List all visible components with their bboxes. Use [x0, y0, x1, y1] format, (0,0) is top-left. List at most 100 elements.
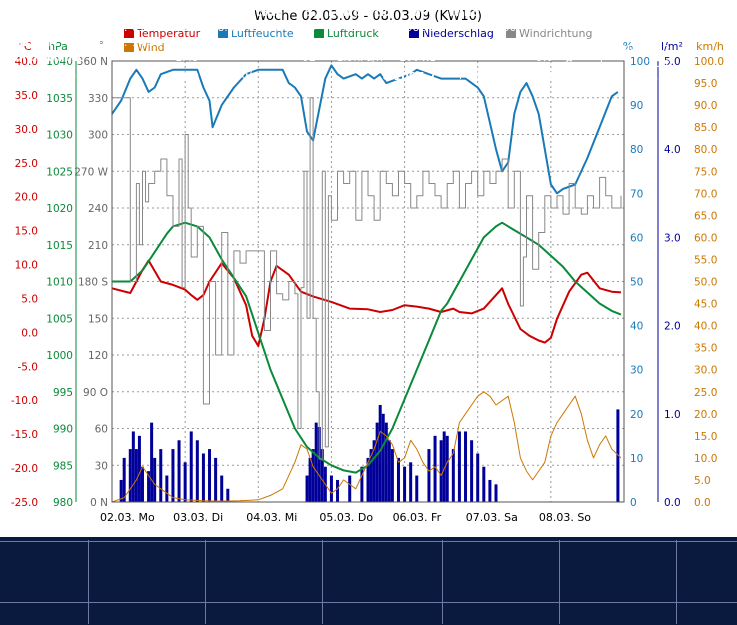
- legend-label: Windrichtung: [519, 27, 592, 40]
- temp-min-value: -2.8: [178, 22, 200, 34]
- rain-bar: [482, 466, 486, 502]
- rain-bar: [360, 466, 364, 502]
- rain-bar: [201, 453, 205, 502]
- tick-label: 10: [630, 453, 643, 465]
- rain-bar: [445, 435, 449, 502]
- rain-bar: [150, 422, 154, 502]
- tick-label: 120: [88, 350, 108, 362]
- rain-bar: [329, 475, 333, 502]
- pressure-header: Luftdruck: [328, 6, 388, 19]
- temp-max-date: 02.03.: [94, 37, 128, 49]
- tick-label: 30: [630, 365, 643, 377]
- tick-label: 10.0: [15, 260, 38, 272]
- tick-label: 60: [630, 232, 643, 244]
- series-line-wind: [111, 391, 622, 503]
- tick-label: 25.0: [694, 387, 717, 399]
- rain-bar: [378, 404, 382, 502]
- rain-bar: [415, 475, 419, 502]
- tick-label: 0 N: [90, 497, 108, 509]
- tick-label: 180 S: [78, 277, 108, 289]
- tick-label: 60.0: [694, 232, 717, 244]
- tick-label: 990: [53, 424, 73, 436]
- temp-min-time: 01:20: [132, 22, 163, 34]
- legend-swatch: [314, 29, 324, 38]
- rain-bar: [317, 427, 321, 502]
- rain-total-note: 30.2 l/m²: [569, 73, 617, 85]
- sensor-header: Sensor: [6, 6, 49, 19]
- tick-label: 360 N: [77, 56, 108, 68]
- gridlines: [112, 61, 624, 502]
- rain-bar: [366, 457, 370, 502]
- tick-label: -20.0: [11, 463, 38, 475]
- rain-bar: [433, 435, 437, 502]
- tick-label: 40: [630, 321, 643, 333]
- rain-bar: [208, 449, 212, 502]
- tick-label: 300: [88, 130, 108, 142]
- tick-label: 0: [630, 497, 637, 509]
- wind-avg-value: 9.0: [536, 52, 553, 64]
- tick-label: 1020: [46, 203, 73, 215]
- pressure-falling-icon: ⇓: [380, 70, 390, 83]
- rain-bar: [183, 462, 187, 502]
- rain-bar: [396, 457, 400, 502]
- x-tick-label: 08.03. So: [539, 511, 591, 524]
- temp-current-value: 3.9: [179, 70, 200, 83]
- rain-bar: [387, 440, 391, 502]
- min-label: MinWert: [6, 22, 57, 34]
- pres-min-date: 05.03.: [328, 22, 362, 34]
- tick-label: 80.0: [694, 144, 717, 156]
- tick-label: 150: [88, 313, 108, 325]
- tick-label: -5.0: [18, 361, 39, 373]
- tick-label: 1030: [46, 130, 73, 142]
- hum-min-time: 11:15: [249, 22, 280, 34]
- tick-label: 3.0: [664, 232, 681, 244]
- x-tick-label: 04.03. Mi: [246, 511, 297, 524]
- temp-max-value: 7.1: [182, 37, 199, 49]
- axis-unit: °: [98, 39, 104, 52]
- temperature-unit: °C: [185, 6, 199, 19]
- tick-label: 20.0: [15, 192, 38, 204]
- tick-label: 60: [95, 424, 108, 436]
- tick-label: 1010: [46, 277, 73, 289]
- pres-trend: ^1.5hPa/h: [328, 52, 383, 64]
- x-tick-label: 02.03. Mo: [100, 511, 155, 524]
- pres-min-time: 14:35: [366, 22, 397, 34]
- series-line-luftdruck: [112, 221, 622, 474]
- tick-label: 30.0: [694, 365, 717, 377]
- rain-bar: [369, 449, 373, 502]
- rain-bar: [171, 449, 175, 502]
- temp-min-date: 08.03.: [94, 22, 128, 34]
- rain-bar: [348, 475, 352, 502]
- summary-panel: [0, 537, 737, 625]
- tick-label: 35.0: [15, 90, 38, 102]
- rain-bar: [153, 457, 157, 502]
- rain-bar: [189, 431, 193, 502]
- sep: [205, 540, 206, 624]
- legend-label: Temperatur: [136, 27, 201, 40]
- tick-label: 1000: [46, 350, 73, 362]
- sep: [88, 540, 89, 624]
- rain-bar: [134, 449, 138, 502]
- x-tick-label: 07.03. Sa: [466, 511, 518, 524]
- rain-bar: [122, 457, 126, 502]
- pres-min-value: 982.7: [405, 22, 436, 34]
- legend-swatch: [506, 29, 516, 38]
- axis-unit-labels: °C hPa °% l/m² km/h: [18, 39, 724, 53]
- panel-footer-line: [0, 602, 737, 603]
- tick-label: 55.0: [694, 254, 717, 266]
- series-line-windrichtung: [112, 97, 622, 460]
- legend-label: Luftdruck: [327, 27, 379, 40]
- x-tick-label: 05.03. Do: [319, 511, 373, 524]
- tick-label: 90: [630, 100, 643, 112]
- tick-label: 25.0: [15, 158, 38, 170]
- rain-unit: l/m²: [645, 6, 670, 19]
- rain-bar: [494, 484, 498, 502]
- temp-avg-value: 2.43: [175, 52, 199, 64]
- wind-min-time: 00:00: [486, 22, 517, 34]
- series-line-temperatur: [111, 259, 622, 347]
- rain-bar: [451, 449, 455, 502]
- summary-wind: Wind km/h 02.03. 00:00 0.0 08.03. 12:20 30.6 …: [442, 4, 559, 86]
- rain-bar: [195, 440, 199, 502]
- legend-label: Luftfeuchte: [231, 27, 294, 40]
- wind-min-value: 0.0: [536, 22, 553, 34]
